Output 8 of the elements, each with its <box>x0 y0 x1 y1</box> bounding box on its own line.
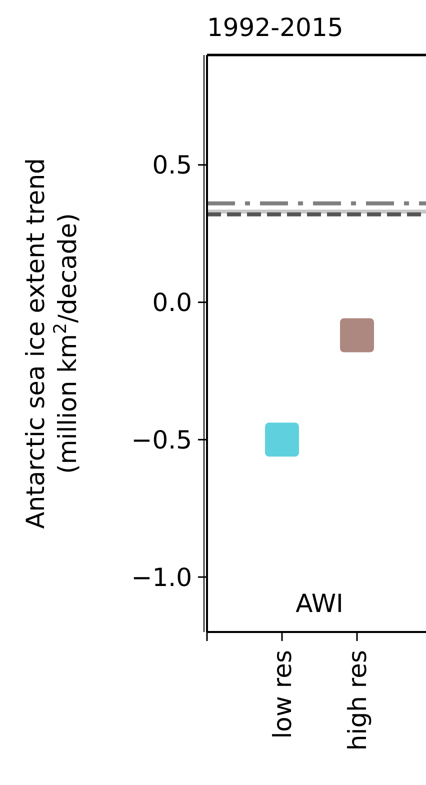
y-tick-label: 0.5 <box>152 150 192 180</box>
y-tick-label: −0.5 <box>131 425 192 454</box>
annotation: AWI <box>296 589 344 618</box>
x-tick-label: low res <box>268 650 297 739</box>
y-tick-label: −1.0 <box>131 562 192 592</box>
y-tick-label: 0.0 <box>152 288 192 318</box>
x-tick-label: high res <box>342 650 372 751</box>
chart-title: 1992-2015 <box>207 13 344 42</box>
